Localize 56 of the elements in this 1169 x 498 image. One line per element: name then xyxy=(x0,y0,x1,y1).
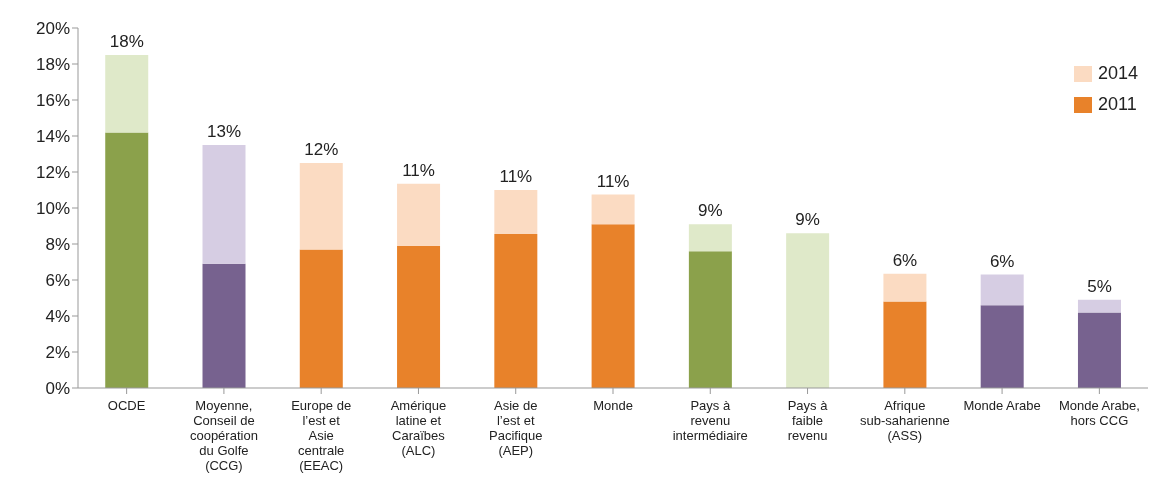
y-tick-label: 18% xyxy=(35,55,70,75)
bar xyxy=(105,132,149,388)
x-tick-label: Pays à revenu intermédiaire xyxy=(672,398,748,443)
bar xyxy=(299,249,343,388)
y-tick-label: 20% xyxy=(35,19,70,39)
bar xyxy=(397,245,441,388)
bar xyxy=(397,183,441,246)
y-tick-label: 4% xyxy=(45,307,70,327)
total-label: 6% xyxy=(989,251,1015,271)
y-tick-label: 10% xyxy=(35,199,70,219)
bar xyxy=(980,274,1024,306)
total-label: 12% xyxy=(304,140,339,159)
bar xyxy=(591,194,635,225)
bar xyxy=(494,190,538,235)
bar xyxy=(105,55,149,133)
y-tick-label: 2% xyxy=(45,343,70,363)
x-tick-label: Monde Arabe, hors CCG xyxy=(1058,398,1140,428)
total-label: 9% xyxy=(698,201,723,221)
x-tick-label: Pays à faible revenu xyxy=(787,398,829,443)
total-label: 11% xyxy=(499,167,533,186)
total-label: 18% xyxy=(109,32,144,51)
x-tick-label: Asie de l’est et Pacifique (AEP) xyxy=(488,398,543,458)
total-label: 11% xyxy=(596,171,630,191)
x-tick-label: Moyenne, Conseil de coopération du Golfe (CCG) xyxy=(189,398,258,473)
bar xyxy=(980,305,1024,388)
x-tick-label: Monde xyxy=(593,398,633,413)
y-tick-label: 12% xyxy=(35,163,70,183)
bar xyxy=(202,145,246,264)
legend-label: 2011 xyxy=(1097,94,1137,115)
bar xyxy=(688,251,732,388)
x-tick-label: Amérique latine et Caraïbes (ALC) xyxy=(390,398,447,458)
bar xyxy=(688,224,732,252)
y-tick-label: 0% xyxy=(45,379,70,399)
total-label: 11% xyxy=(402,160,435,180)
bar xyxy=(883,301,927,388)
total-label: 5% xyxy=(1087,276,1112,296)
x-tick-label: OCDE xyxy=(107,398,146,413)
x-tick-label: Europe de l’est et Asie centrale (EEAC) xyxy=(291,398,352,473)
bar xyxy=(1077,312,1121,388)
bar xyxy=(591,224,635,388)
total-label: 13% xyxy=(206,122,242,141)
bar xyxy=(883,273,927,302)
legend-label: 2014 xyxy=(1097,63,1138,84)
bar xyxy=(786,233,830,388)
bar xyxy=(494,234,538,388)
x-tick-label: Afrique sub-saharienne (ASS) xyxy=(860,398,950,443)
bar xyxy=(299,163,343,250)
y-tick-label: 14% xyxy=(35,127,70,147)
y-tick-label: 6% xyxy=(45,271,70,291)
bar xyxy=(202,263,246,388)
x-tick-label: Monde Arabe xyxy=(963,398,1041,413)
y-tick-label: 16% xyxy=(35,91,70,111)
y-tick-label: 8% xyxy=(45,235,70,255)
total-label: 6% xyxy=(892,250,918,270)
total-label: 9% xyxy=(795,210,820,230)
bar xyxy=(1077,299,1121,313)
